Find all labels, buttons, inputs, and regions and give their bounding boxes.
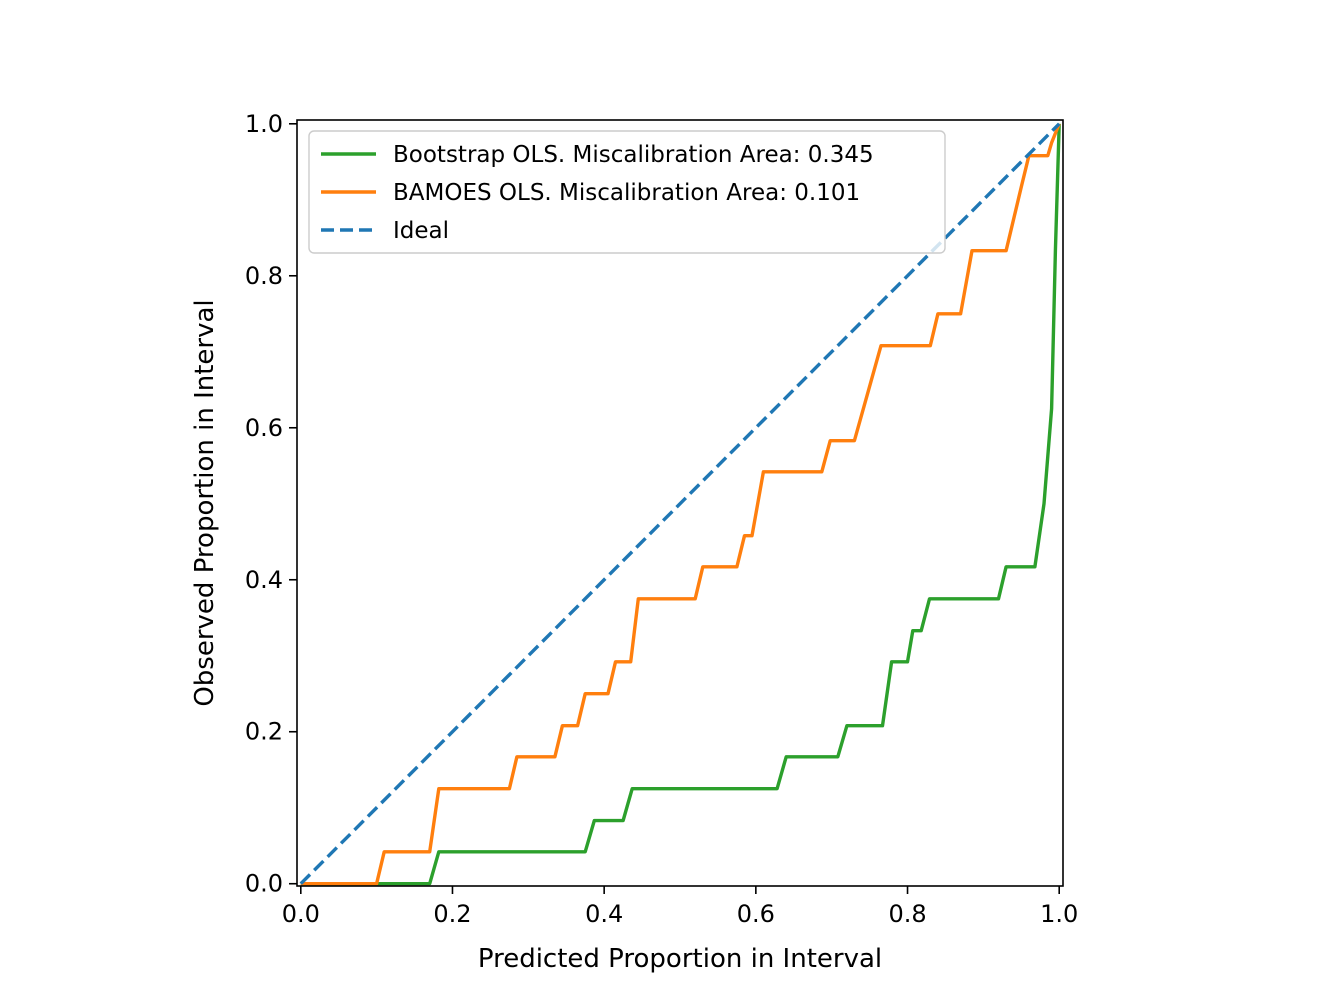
axes-frame xyxy=(296,119,1064,887)
legend-label-0: Bootstrap OLS. Miscalibration Area: 0.34… xyxy=(393,142,874,168)
axes-layer: 0.0 0.2 0.4 0.6 0.8 1.0 0.0 0.2 0.4 0.6 0.8 1.0 xyxy=(245,110,1078,928)
series-line-1 xyxy=(300,123,1061,886)
x-tick-label-5: 1.0 xyxy=(1040,900,1078,928)
y-tick-label-0: 0.0 xyxy=(245,870,283,898)
x-tick-label-1: 0.2 xyxy=(433,900,471,928)
series-line-0 xyxy=(300,123,1061,886)
x-tick-label-0: 0.0 xyxy=(282,900,320,928)
legend-label-1: BAMOES OLS. Miscalibration Area: 0.101 xyxy=(393,180,860,206)
y-tick-label-3: 0.6 xyxy=(245,414,283,442)
x-tick-label-2: 0.4 xyxy=(585,900,623,928)
legend-box xyxy=(308,130,946,254)
y-tick-label-2: 0.4 xyxy=(245,566,283,594)
y-tick-label-5: 1.0 xyxy=(245,110,283,138)
x-axis-label: Predicted Proportion in Interval xyxy=(478,944,882,974)
legend: Bootstrap OLS. Miscalibration Area: 0.34… xyxy=(308,130,946,254)
y-axis-label: Observed Proportion in Interval xyxy=(190,299,220,706)
x-tick-label-4: 0.8 xyxy=(888,900,926,928)
y-tick-label-1: 0.2 xyxy=(245,718,283,746)
y-tick-label-4: 0.8 xyxy=(245,262,283,290)
legend-label-2: Ideal xyxy=(393,218,449,244)
x-tick-label-3: 0.6 xyxy=(737,900,775,928)
